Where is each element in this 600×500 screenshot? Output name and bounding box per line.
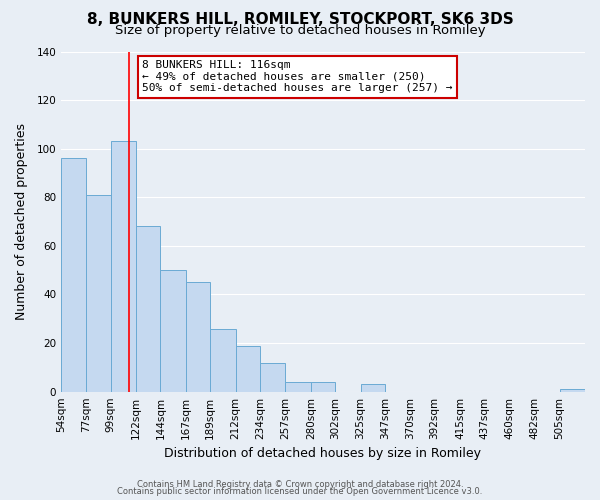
Text: Contains public sector information licensed under the Open Government Licence v3: Contains public sector information licen… (118, 487, 482, 496)
Bar (160, 270, 186, 392)
Text: Size of property relative to detached houses in Romiley: Size of property relative to detached ho… (115, 24, 485, 37)
Bar (311, 382, 335, 392)
Bar (286, 382, 311, 392)
Text: 8, BUNKERS HILL, ROMILEY, STOCKPORT, SK6 3DS: 8, BUNKERS HILL, ROMILEY, STOCKPORT, SK6… (86, 12, 514, 28)
Y-axis label: Number of detached properties: Number of detached properties (15, 123, 28, 320)
Bar (86, 195, 110, 392)
Bar (110, 142, 136, 392)
Bar (361, 384, 385, 392)
Bar (260, 362, 286, 392)
Text: 8 BUNKERS HILL: 116sqm
← 49% of detached houses are smaller (250)
50% of semi-de: 8 BUNKERS HILL: 116sqm ← 49% of detached… (142, 60, 452, 93)
Bar (560, 390, 585, 392)
Bar (186, 282, 210, 392)
Bar (210, 328, 236, 392)
X-axis label: Distribution of detached houses by size in Romiley: Distribution of detached houses by size … (164, 447, 481, 460)
Bar (61, 158, 86, 392)
Bar (136, 226, 160, 392)
Bar (236, 346, 260, 392)
Text: Contains HM Land Registry data © Crown copyright and database right 2024.: Contains HM Land Registry data © Crown c… (137, 480, 463, 489)
